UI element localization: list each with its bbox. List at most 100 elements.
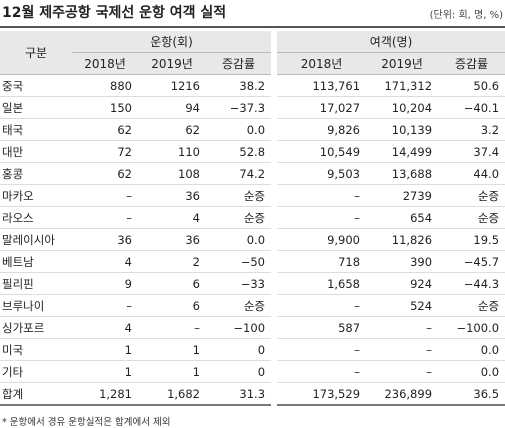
cell: 37.4 <box>438 140 505 163</box>
cell: 1,281 <box>72 382 138 406</box>
cell: – <box>366 360 439 383</box>
table-row: 태국 62 62 0.0 9,826 10,139 3.2 <box>0 118 505 141</box>
cell: 171,312 <box>366 74 439 97</box>
row-label: 태국 <box>0 118 72 141</box>
cell: 72 <box>72 140 138 163</box>
table: 구분 운항(회) 여객(명) 2018년 2019년 증감률 2018년 2019년 증감… <box>0 31 505 406</box>
row-label: 대만 <box>0 140 72 163</box>
table-row: 합계 1,281 1,682 31.3 173,529 236,899 36.5 <box>0 382 505 406</box>
cell: 17,027 <box>271 96 367 119</box>
header-cell: 여객(명) <box>271 31 505 53</box>
table-row: 말레이시아 36 36 0.0 9,900 11,826 19.5 <box>0 228 505 251</box>
footnote: * 운항에서 경유 운항실적은 합계에서 제외 <box>2 417 171 428</box>
cell: 173,529 <box>271 382 367 406</box>
cell: 순증 <box>438 294 505 317</box>
cell: 10,139 <box>366 118 439 141</box>
cell: 62 <box>72 118 138 141</box>
title: 12월 제주공항 국제선 운항 여객 실적 <box>2 5 227 21</box>
cell: 587 <box>271 316 367 339</box>
cell: −40.1 <box>438 96 505 119</box>
cell: 36 <box>72 228 138 251</box>
table-row: 베트남 4 2 −50 718 390 −45.7 <box>0 250 505 273</box>
cell: 10,204 <box>366 96 439 119</box>
header-cell: 2019년 <box>138 52 206 75</box>
cell: 4 <box>138 206 206 229</box>
cell: 1 <box>138 338 206 361</box>
cell: 74.2 <box>206 162 275 185</box>
cell: 113,761 <box>271 74 367 97</box>
cell: 13,688 <box>366 162 439 185</box>
row-label: 말레이시아 <box>0 228 72 251</box>
cell: 62 <box>138 118 206 141</box>
cell: 38.2 <box>206 74 275 97</box>
table-row: 기타 1 1 0– –0.0 <box>0 360 505 383</box>
cell: 11,826 <box>366 228 439 251</box>
cell: −50 <box>206 250 275 273</box>
row-label: 싱가포르 <box>0 316 72 339</box>
cell: 0.0 <box>206 228 275 251</box>
cell: 순증 <box>206 294 275 317</box>
row-label: 중국 <box>0 74 72 97</box>
cell: 110 <box>138 140 206 163</box>
cell: −45.7 <box>438 250 505 273</box>
cell: 6 <box>138 272 206 295</box>
header-cell: 증감률 <box>206 52 275 75</box>
cell: 1,682 <box>138 382 206 406</box>
cell: 924 <box>366 272 439 295</box>
cell: – <box>271 338 367 361</box>
cell: 1 <box>72 360 138 383</box>
cell: – <box>72 184 138 207</box>
cell: 10,549 <box>271 140 367 163</box>
cell: 44.0 <box>438 162 505 185</box>
cell: 19.5 <box>438 228 505 251</box>
cell: 31.3 <box>206 382 275 406</box>
cell: 4 <box>72 316 138 339</box>
cell: 94 <box>138 96 206 119</box>
table-row: 일본 150 94 −37.3 17,027 10,204 −40.1 <box>0 96 505 119</box>
cell: – <box>72 206 138 229</box>
cell: 1 <box>138 360 206 383</box>
cell: 순증 <box>206 206 275 229</box>
cell: 524 <box>366 294 439 317</box>
cell: – <box>138 316 206 339</box>
row-label: 베트남 <box>0 250 72 273</box>
cell: 52.8 <box>206 140 275 163</box>
table-row: 필리핀 9 6 −33 1,658 924 −44.3 <box>0 272 505 295</box>
cell: 108 <box>138 162 206 185</box>
cell: 4 <box>72 250 138 273</box>
cell: – <box>366 316 439 339</box>
row-label: 라오스 <box>0 206 72 229</box>
cell: −33 <box>206 272 275 295</box>
group-header-row: 구분 운항(회) 여객(명) <box>0 31 505 75</box>
row-label: 마카오 <box>0 184 72 207</box>
cell: −44.3 <box>438 272 505 295</box>
header-cell: 2018년 <box>271 52 367 75</box>
cell: 1,658 <box>271 272 367 295</box>
table-row: 대만 72 110 52.8 10,549 14,499 37.4 <box>0 140 505 163</box>
cell: 0.0 <box>438 360 505 383</box>
cell: 236,899 <box>366 382 439 406</box>
header-cell: 2018년 <box>72 52 138 75</box>
cell: 9 <box>72 272 138 295</box>
cell: 150 <box>72 96 138 119</box>
header-cell: 2019년 <box>366 52 439 75</box>
cell: 2 <box>138 250 206 273</box>
cell: 순증 <box>206 184 275 207</box>
sub-header-row: 2018년 2019년 증감률 2018년 2019년 증감률 <box>0 52 505 75</box>
table-row: 마카오 –36 순증 –2739 순증 <box>0 184 505 207</box>
cell: 718 <box>271 250 367 273</box>
cell: 6 <box>138 294 206 317</box>
table-body: 중국 880 1216 38.2 113,761 171,312 50.6 일본 150 94 −3… <box>0 74 505 406</box>
cell: 순증 <box>438 184 505 207</box>
cell: – <box>271 184 367 207</box>
table-row: 미국 1 1 0– –0.0 <box>0 338 505 361</box>
cell: 1216 <box>138 74 206 97</box>
cell: 0 <box>206 360 275 383</box>
cell: 36 <box>138 184 206 207</box>
cell: −37.3 <box>206 96 275 119</box>
row-label: 브루나이 <box>0 294 72 317</box>
table-row: 싱가포르 4– −100 587– −100.0 <box>0 316 505 339</box>
cell: 3.2 <box>438 118 505 141</box>
cell: 2739 <box>366 184 439 207</box>
